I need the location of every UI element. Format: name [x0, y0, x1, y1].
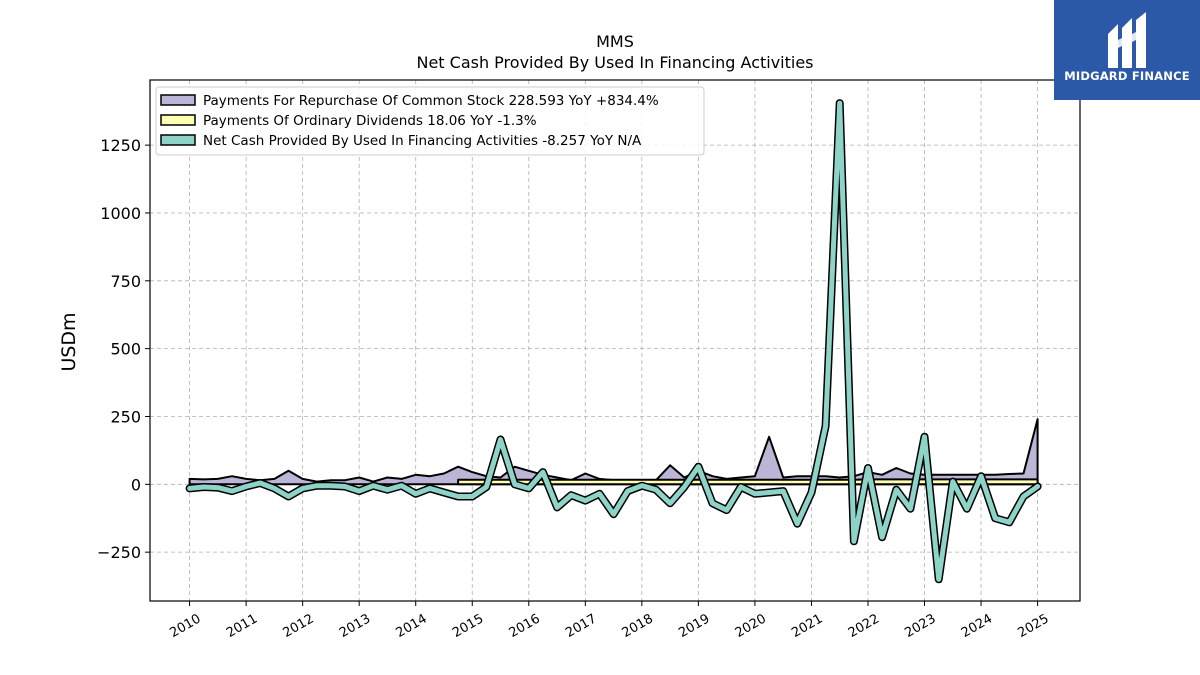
legend-swatch: [160, 134, 196, 146]
y-axis-ticks: −250 0 250 500 750 1000 1250: [97, 136, 150, 562]
x-tick-label: 2021: [789, 611, 825, 641]
x-tick-label: 2022: [846, 611, 882, 641]
x-tick-label: 2015: [450, 611, 486, 641]
chart-subtitle: Net Cash Provided By Used In Financing A…: [416, 53, 813, 72]
x-tick-label: 2025: [1015, 611, 1051, 641]
y-tick-label: 1000: [100, 204, 141, 223]
y-tick-label: 1250: [100, 136, 141, 155]
legend-label: Payments For Repurchase Of Common Stock …: [203, 93, 659, 109]
midgard-finance-logo: MIDGARD FINANCE: [1054, 0, 1200, 100]
logo-text: MIDGARD FINANCE: [1064, 69, 1190, 83]
x-tick-label: 2019: [676, 611, 712, 641]
x-tick-label: 2020: [733, 611, 769, 641]
series-layer: [185, 99, 1042, 584]
legend: Payments For Repurchase Of Common Stock …: [155, 86, 705, 156]
x-tick-label: 2012: [280, 611, 316, 641]
x-tick-label: 2016: [507, 611, 543, 641]
x-tick-label: 2011: [224, 611, 260, 641]
x-tick-label: 2017: [563, 611, 599, 641]
y-tick-label: 250: [110, 407, 141, 426]
chart-title: MMS: [596, 32, 634, 51]
y-tick-label: 0: [131, 475, 141, 494]
plot-frame: [149, 79, 1081, 602]
grid: [150, 80, 1080, 601]
legend-label: Payments Of Ordinary Dividends 18.06 YoY…: [203, 113, 537, 129]
legend-label: Net Cash Provided By Used In Financing A…: [203, 133, 642, 149]
legend-swatch: [160, 94, 196, 106]
x-tick-label: 2018: [620, 611, 656, 641]
legend-swatch: [160, 114, 196, 126]
series-line: [187, 100, 1041, 582]
midgard-logo-icon: [1108, 12, 1146, 68]
series-area: [188, 418, 1039, 486]
y-tick-label: 750: [110, 272, 141, 291]
x-tick-label: 2024: [959, 611, 995, 641]
x-tick-label: 2014: [394, 611, 430, 641]
x-tick-label: 2010: [167, 611, 203, 641]
y-axis-label: USDm: [58, 312, 80, 371]
x-axis-ticks: 2010 2011 2012 2013 2014 2015 2016 2017 2018 2019…: [167, 601, 1052, 641]
x-tick-label: 2013: [337, 611, 373, 641]
legend-box: [155, 86, 705, 156]
y-tick-label: −250: [97, 543, 141, 562]
x-tick-label: 2023: [902, 611, 938, 641]
y-tick-label: 500: [110, 340, 141, 359]
